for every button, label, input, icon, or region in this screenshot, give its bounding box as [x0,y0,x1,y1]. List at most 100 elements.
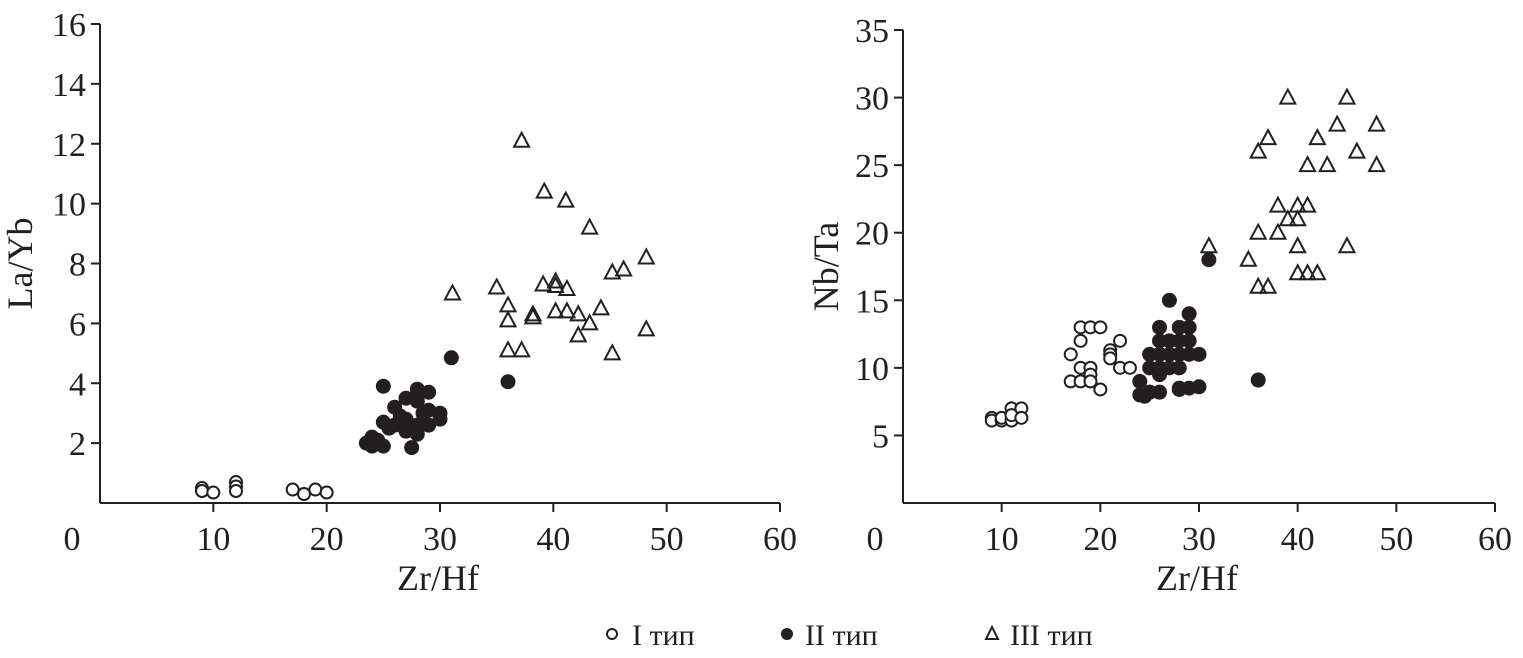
legend-label-type-1: I тип [632,619,695,652]
x-tick-label: 30 [1182,521,1216,558]
point-type-2 [375,438,391,454]
point-type-3 [569,304,588,322]
point-type-3 [498,340,518,358]
x-tick-label: 40 [536,521,570,558]
point-type-3 [487,277,506,295]
point-type-3 [546,275,565,293]
legend-label-type-3: III тип [1010,619,1093,652]
point-type-1 [297,487,311,502]
point-type-3 [1278,209,1297,227]
x-tick-label: 0 [64,521,81,558]
chart-right: 0 10 20 30 40 50 60 5 10 15 20 25 30 35 Zr/Hf Nb/Ta [806,13,1512,598]
point-type-1 [285,482,300,497]
point-type-3 [1249,276,1268,294]
series-type-2 [358,350,516,456]
point-type-3 [557,301,577,319]
point-type-2 [375,378,391,394]
point-type-1 [1014,410,1029,425]
y-tick-label: 15 [855,283,889,320]
point-type-2 [1201,252,1217,268]
y-tick-label: 12 [52,127,86,164]
point-type-2 [500,374,516,390]
legend-label-type-2: II тип [805,619,878,652]
point-type-2 [409,426,425,442]
series-type-3 [443,130,656,361]
x-axis-label: Zr/Hf [1156,558,1238,598]
point-type-2 [1191,379,1207,395]
x-tick-label: 50 [1379,521,1413,558]
point-type-3 [557,278,577,296]
point-type-1 [1122,360,1137,375]
y-tick-label: 30 [855,81,889,118]
point-type-3 [498,310,518,328]
y-tick-label: 35 [855,13,889,50]
point-type-1 [308,482,323,497]
point-type-3 [1258,276,1278,294]
point-type-3 [614,259,633,277]
series-type-2 [1132,252,1266,404]
x-tick-label: 60 [763,521,797,558]
point-type-3 [523,304,543,322]
point-type-2 [1152,319,1168,335]
legend-marker-type-1 [606,628,618,640]
point-type-3 [1278,87,1297,105]
point-type-3 [1258,127,1278,146]
x-tick-label: 20 [310,521,344,558]
point-type-3 [535,181,554,199]
x-tick-label: 40 [1281,521,1315,558]
point-type-3 [1249,222,1268,240]
point-type-1 [206,485,221,500]
point-type-3 [1337,87,1357,105]
point-type-2 [421,402,437,418]
point-type-3 [1199,236,1219,254]
point-type-2 [1171,360,1187,376]
point-type-3 [1288,209,1307,227]
x-tick-label: 10 [196,521,230,558]
point-type-2 [1181,333,1197,349]
point-type-3 [523,307,543,325]
point-type-2 [421,417,437,433]
chart-left: 0 10 20 30 40 50 60 2 4 6 8 10 12 14 16 Zr/Hf La/Yb [0,7,797,598]
point-type-2 [398,411,414,427]
point-type-3 [546,301,565,319]
point-type-3 [1288,263,1307,281]
legend-marker-type-2 [781,628,793,640]
point-type-3 [603,262,622,280]
point-type-3 [1249,141,1268,159]
series-type-3 [1199,87,1386,294]
point-type-3 [637,319,656,337]
point-type-2 [1250,372,1266,388]
y-axis-label: Nb/Ta [806,222,846,311]
point-type-3 [580,217,599,235]
point-type-3 [591,298,611,316]
point-type-3 [1367,155,1386,173]
y-tick-label: 16 [52,7,86,44]
point-type-1 [1093,320,1108,335]
point-type-2 [398,390,414,406]
point-type-3 [1318,155,1337,173]
point-type-3 [1288,236,1307,254]
point-type-2 [1181,306,1197,322]
y-tick-label: 10 [52,187,86,224]
y-tick-label: 25 [855,148,889,185]
series-type-1 [984,320,1137,428]
point-type-3 [1298,155,1317,173]
point-type-1 [1103,351,1118,366]
y-tick-label: 2 [69,426,86,463]
point-type-2 [409,381,425,397]
x-tick-label: 60 [1478,521,1512,558]
point-type-1 [195,484,209,499]
y-tick-label: 10 [855,351,889,388]
point-type-3 [556,190,575,208]
y-tick-label: 6 [69,306,86,343]
y-axis-label: La/Yb [0,218,40,310]
point-type-2 [409,393,425,409]
point-type-1 [1073,333,1088,348]
x-tick-label: 10 [985,521,1019,558]
point-type-2 [1132,373,1148,389]
point-type-1 [1113,333,1128,348]
point-type-1 [229,484,243,499]
point-type-2 [1181,319,1197,335]
point-type-2 [1161,292,1177,308]
point-type-2 [1191,346,1207,362]
